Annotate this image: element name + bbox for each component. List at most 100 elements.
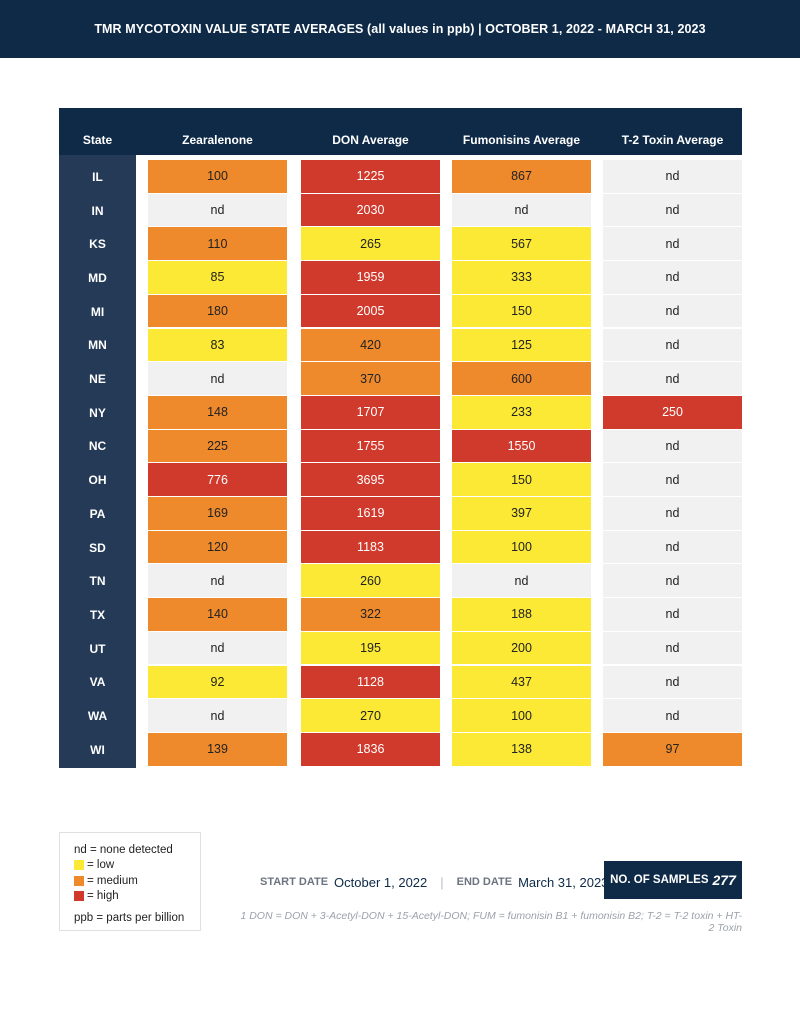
don-value-cell: 1225 [301,160,440,194]
t2-value-cell: nd [603,160,742,194]
don-value-cell: 1183 [301,530,440,565]
don-value-cell: 265 [301,227,440,262]
t2-value-cell: nd [603,463,742,497]
zearalenone-value-cell: nd [148,699,287,733]
state-label: OH [88,473,107,488]
zearalenone-value-cell: 140 [148,598,287,632]
low-swatch [74,860,84,871]
don-value-cell: 1707 [301,395,440,430]
fumonisins-value-cell: 233 [452,395,591,430]
legend-low: = low [74,858,200,874]
samples-count: 277 [712,872,736,888]
fumonisins-value-cell: 125 [452,328,591,363]
fumonisins-value-cell: 437 [452,665,591,700]
zearalenone-value-cell: 92 [148,665,287,700]
fumonisins-value-cell: 333 [452,261,591,295]
state-label: NY [89,405,106,420]
don-value-cell: 1836 [301,732,440,767]
fumonisins-value-cell: 397 [452,497,591,531]
don-value-cell: 260 [301,564,440,599]
zearalenone-value-cell: 225 [148,429,287,464]
don-value-cell: 1959 [301,261,440,295]
report-title: TMR MYCOTOXIN VALUE STATE AVERAGES (all … [94,22,706,36]
don-value-cell: 3695 [301,463,440,497]
legend-low-text: = low [87,859,115,872]
state-label: NC [88,439,107,454]
don-value-cell: 370 [301,362,440,396]
header-state: State [82,133,113,147]
fumonisins-value-cell: 867 [452,160,591,194]
date-range: START DATE October 1, 2022 | END DATE Ma… [260,872,608,892]
fumonisins-value-cell: 567 [452,227,591,262]
t2-value-cell: nd [603,497,742,531]
fumonisins-value-cell: 1550 [452,429,591,464]
t2-value-cell: nd [603,699,742,733]
zearalenone-value-cell: nd [148,631,287,666]
start-date-value: October 1, 2022 [334,874,428,890]
zearalenone-value-cell: nd [148,193,287,228]
fumonisins-value-cell: 600 [452,362,591,396]
legend-nd: nd = none detected [74,842,200,858]
fumonisins-value-cell: 100 [452,530,591,565]
don-value-cell: 270 [301,699,440,733]
t2-value-cell: nd [603,328,742,363]
zearalenone-value-cell: 776 [148,463,287,497]
high-swatch [74,891,84,902]
don-value-cell: 1619 [301,497,440,531]
header-fumonisins-average: Fumonisins Average [462,133,581,147]
t2-value-cell: nd [603,564,742,599]
start-date-label: START DATE [260,876,329,888]
header-don-average: DON Average [332,133,409,147]
zearalenone-value-cell: 169 [148,497,287,531]
state-label: UT [89,641,106,656]
state-label: TN [89,574,106,589]
zearalenone-value-cell: nd [148,362,287,396]
color-legend: nd = none detected = low = medium = high… [59,832,201,931]
header-zearalenone: Zearalenone [182,133,253,147]
t2-value-cell: nd [603,362,742,396]
t2-value-cell: nd [603,429,742,464]
legend-ppb: ppb = parts per billion [74,910,200,926]
state-label: TX [89,607,106,622]
t2-value-cell: nd [603,227,742,262]
zearalenone-value-cell: 180 [148,294,287,329]
zearalenone-value-cell: 139 [148,732,287,767]
don-value-cell: 195 [301,631,440,666]
zearalenone-value-cell: 85 [148,261,287,295]
state-label: IL [92,169,103,184]
t2-value-cell: nd [603,530,742,565]
medium-swatch [74,875,84,886]
zearalenone-value-cell: 110 [148,227,287,262]
report-title-banner: TMR MYCOTOXIN VALUE STATE AVERAGES (all … [0,0,800,58]
t2-value-cell: nd [603,261,742,295]
fumonisins-value-cell: 150 [452,463,591,497]
don-value-cell: 1755 [301,429,440,464]
legend-medium: = medium [74,873,200,889]
state-label: IN [91,203,104,218]
don-value-cell: 2005 [301,294,440,329]
zearalenone-value-cell: 120 [148,530,287,565]
state-label: SD [89,540,106,555]
legend-high: = high [74,889,200,905]
date-separator: | [440,874,444,890]
t2-value-cell: nd [603,193,742,228]
end-date-label: END DATE [456,876,513,888]
state-column [59,155,136,768]
t2-value-cell: nd [603,665,742,700]
t2-value-cell: nd [603,294,742,329]
state-label: NE [89,372,106,387]
zearalenone-value-cell: 83 [148,328,287,363]
state-label: WI [90,742,105,757]
end-date-value: March 31, 2023 [518,874,609,890]
samples-label: NO. OF SAMPLES [610,874,709,886]
t2-value-cell: nd [603,631,742,666]
zearalenone-value-cell: 100 [148,160,287,194]
state-label: VA [89,675,106,690]
fumonisins-value-cell: 150 [452,294,591,329]
fumonisins-value-cell: nd [452,564,591,599]
mycotoxin-table: State Zearalenone DON Average Fumonisins… [59,108,742,768]
t2-value-cell: 97 [603,732,742,767]
state-label: MD [88,270,107,285]
state-label: KS [89,237,106,252]
don-value-cell: 322 [301,598,440,632]
